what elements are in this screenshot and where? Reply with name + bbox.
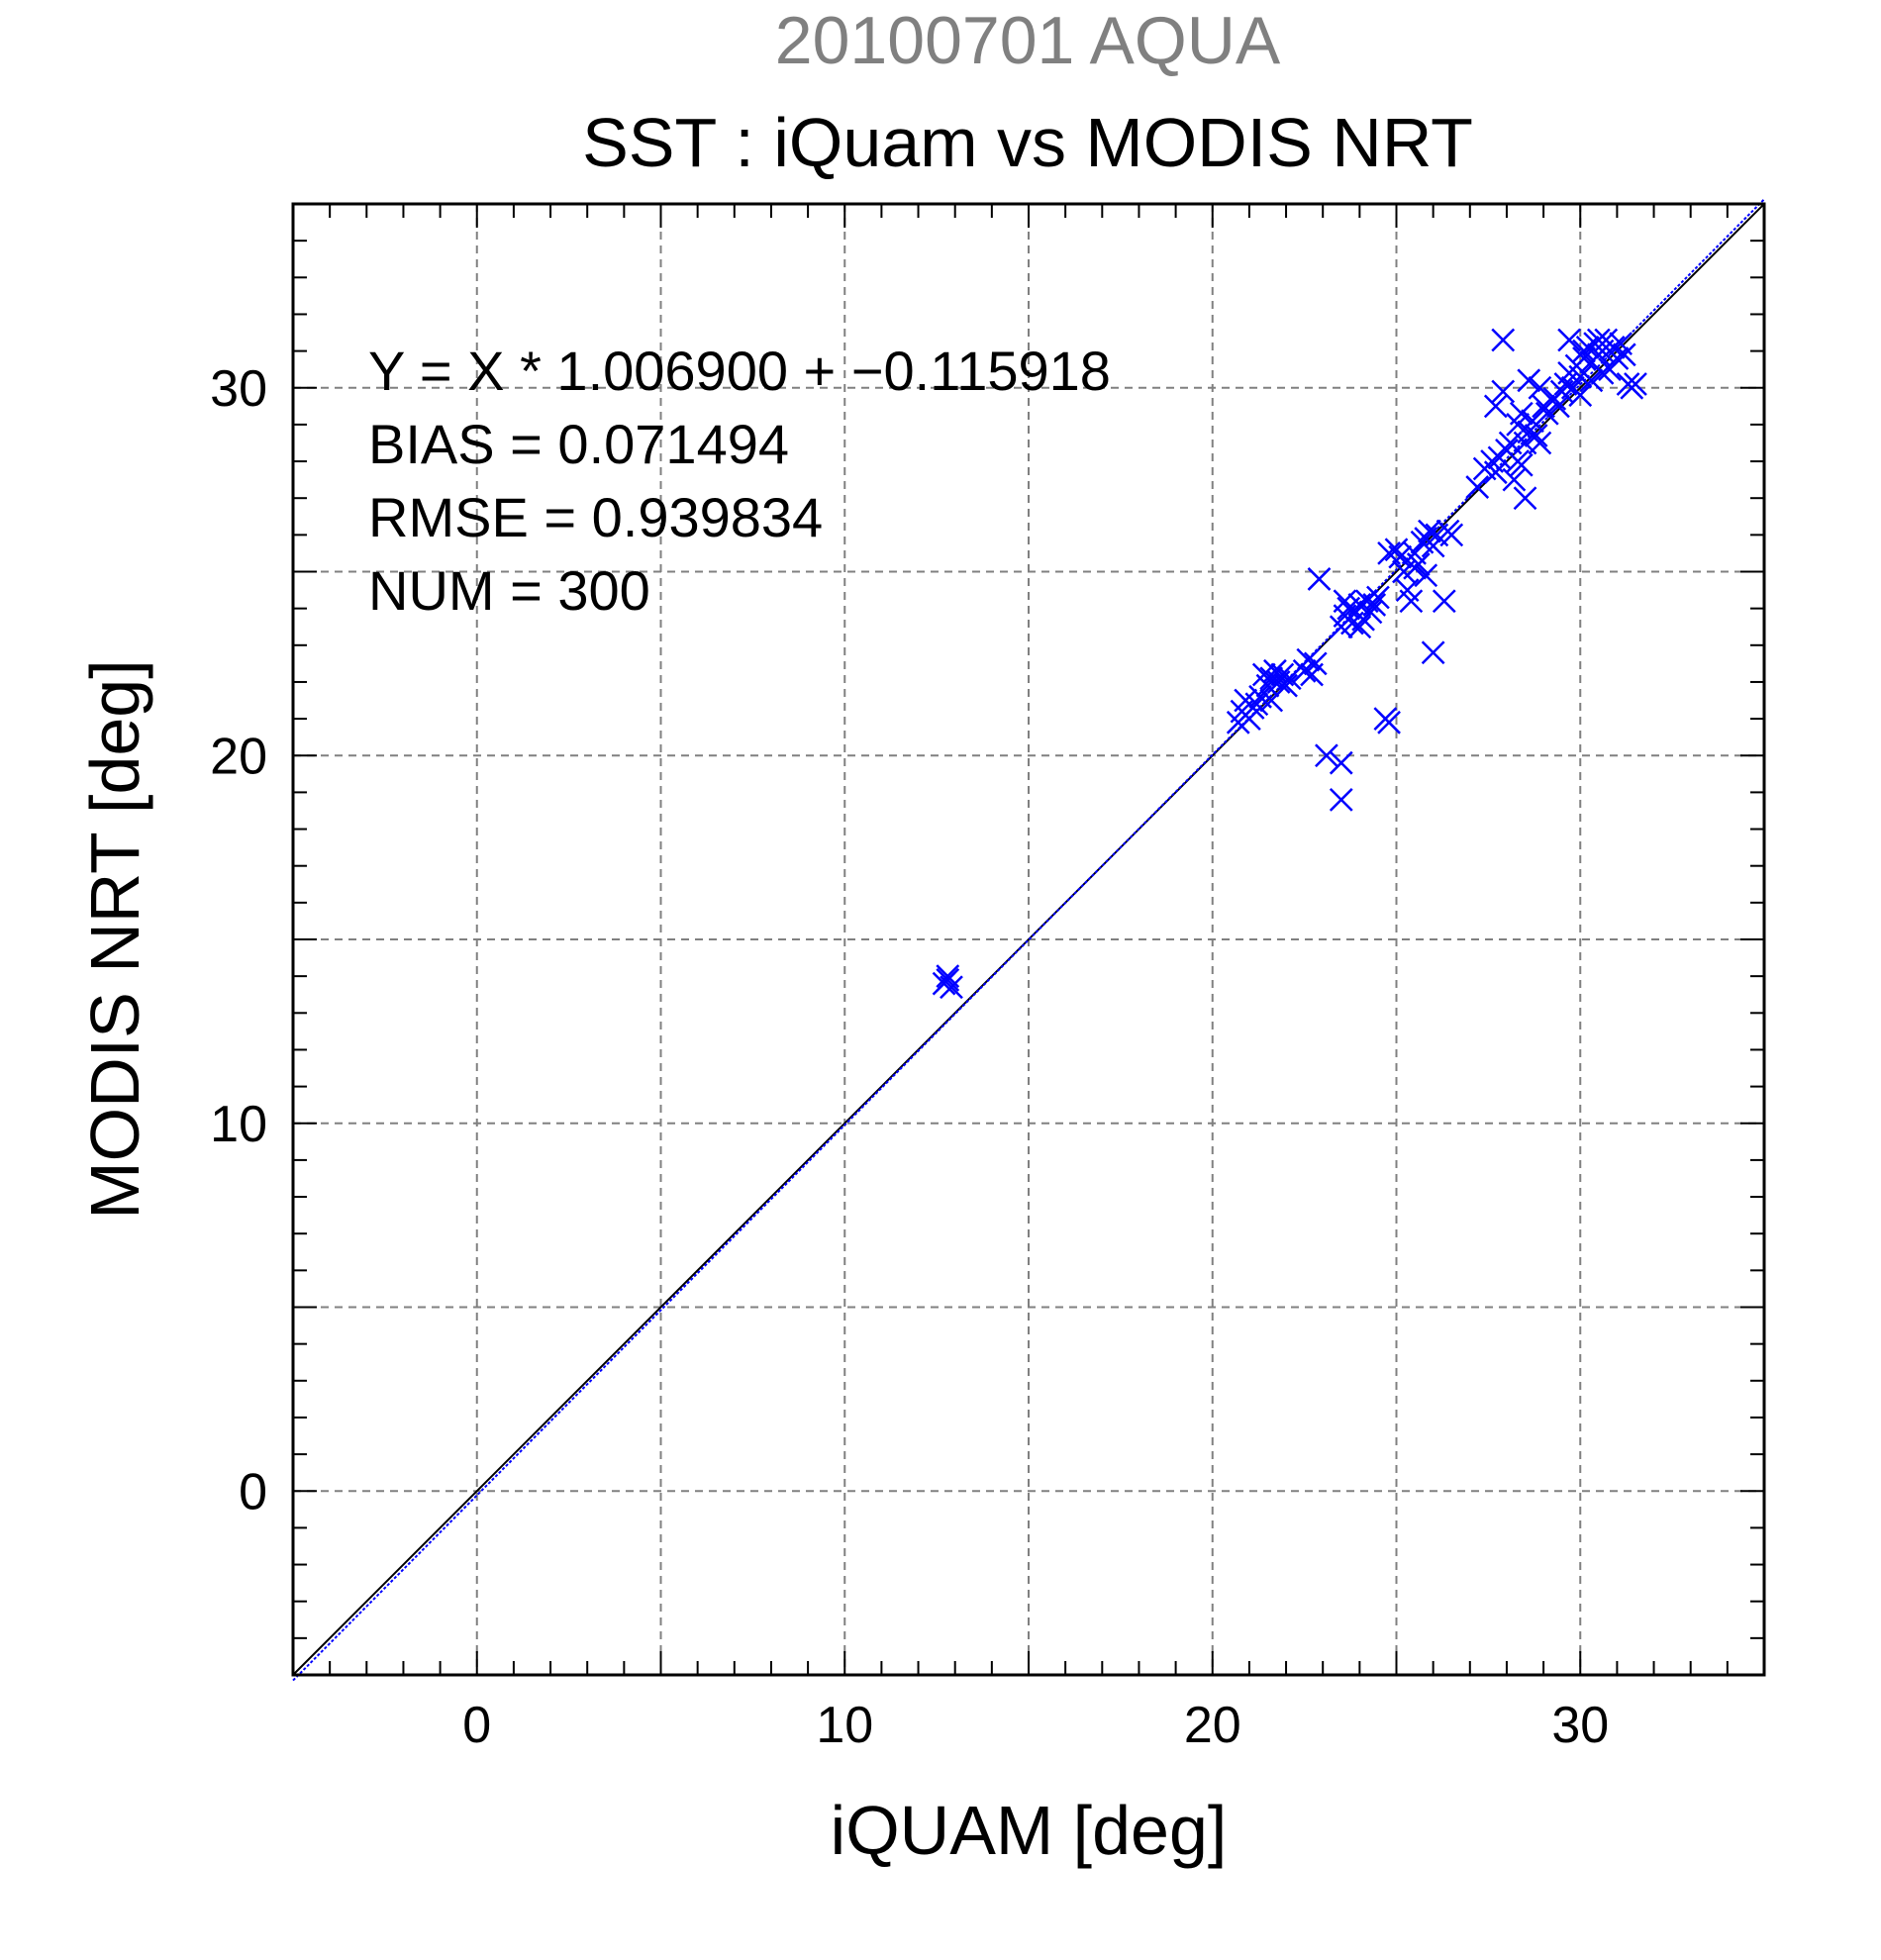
data-point-marker	[1521, 409, 1544, 434]
data-point-marker	[1259, 688, 1284, 713]
data-point-marker	[1384, 538, 1409, 562]
data-point-marker	[1572, 339, 1596, 363]
data-point-marker	[1528, 375, 1552, 400]
data-point-marker	[1534, 401, 1559, 426]
data-point-marker	[1399, 589, 1424, 614]
data-point-marker	[1277, 666, 1302, 691]
data-point-marker	[1296, 647, 1321, 672]
regression-line	[292, 198, 1765, 1682]
data-point-marker	[1612, 343, 1636, 367]
data-point-marker	[1590, 361, 1615, 385]
x-tick-label: 20	[1184, 1697, 1241, 1754]
y-tick-label: 0	[239, 1463, 267, 1520]
data-point-marker	[1329, 750, 1353, 775]
data-point-marker	[1366, 585, 1390, 610]
y-tick-label: 20	[210, 728, 267, 785]
annotation-bias: BIAS = 0.071494	[368, 413, 789, 475]
data-point-marker	[1557, 328, 1581, 352]
y-tick-label: 30	[210, 360, 267, 418]
data-point-marker	[1491, 379, 1516, 404]
data-points	[932, 328, 1647, 1000]
data-point-marker	[1418, 519, 1441, 543]
x-tick-label: 10	[816, 1697, 873, 1754]
chart-supertitle: 20100701 AQUA	[775, 3, 1281, 78]
data-point-marker	[1307, 567, 1332, 591]
y-axis-label: MODIS NRT [deg]	[76, 659, 153, 1219]
data-point-marker	[1524, 424, 1548, 447]
x-axis-label: iQUAM [deg]	[831, 1792, 1228, 1869]
data-point-marker	[1517, 368, 1541, 393]
data-point-marker	[1546, 394, 1570, 419]
axis-ticks	[293, 204, 1764, 1675]
x-tick-label: 30	[1551, 1697, 1609, 1754]
data-point-marker	[1358, 600, 1383, 625]
data-point-marker	[1483, 460, 1508, 485]
data-point-marker	[1502, 467, 1527, 492]
stats-annotation: Y = X * 1.006900 + −0.115918 BIAS = 0.07…	[368, 340, 1111, 622]
chart-title: SST : iQuam vs MODIS NRT	[582, 104, 1473, 181]
data-point-marker	[1509, 452, 1534, 477]
data-point-marker	[1465, 475, 1490, 499]
data-point-marker	[936, 964, 960, 989]
data-point-marker	[1568, 383, 1593, 408]
data-point-marker	[1414, 563, 1438, 588]
x-tick-label: 0	[462, 1697, 491, 1754]
data-point-marker	[1403, 555, 1427, 580]
annotation-equation: Y = X * 1.006900 + −0.115918	[368, 340, 1111, 402]
data-point-marker	[1483, 394, 1508, 419]
data-point-marker	[1528, 431, 1552, 455]
data-point-marker	[1432, 589, 1456, 614]
y-tick-label: 10	[210, 1096, 267, 1153]
data-point-marker	[1491, 328, 1516, 352]
data-point-marker	[1513, 486, 1537, 511]
data-point-marker	[1315, 743, 1338, 768]
data-point-marker	[1244, 692, 1269, 717]
annotation-num: NUM = 300	[368, 559, 650, 622]
data-point-marker	[1333, 589, 1357, 614]
data-point-marker	[1329, 787, 1353, 812]
data-point-marker	[1579, 368, 1604, 393]
data-point-marker	[1624, 372, 1647, 396]
data-point-marker	[1377, 710, 1401, 735]
plot-frame	[291, 202, 1766, 1677]
annotation-rmse: RMSE = 0.939834	[368, 486, 823, 548]
data-point-marker	[1347, 615, 1372, 639]
data-point-marker	[1439, 523, 1464, 547]
data-point-marker	[1388, 544, 1413, 569]
data-point-marker	[1586, 328, 1611, 352]
data-point-marker	[1362, 593, 1387, 617]
data-point-marker	[936, 967, 960, 992]
tick-labels: 0 10 20 30 0 10 20 30	[210, 360, 1609, 1754]
data-point-marker	[1509, 401, 1534, 426]
data-point-marker	[1421, 640, 1445, 665]
data-point-marker	[1303, 651, 1328, 676]
